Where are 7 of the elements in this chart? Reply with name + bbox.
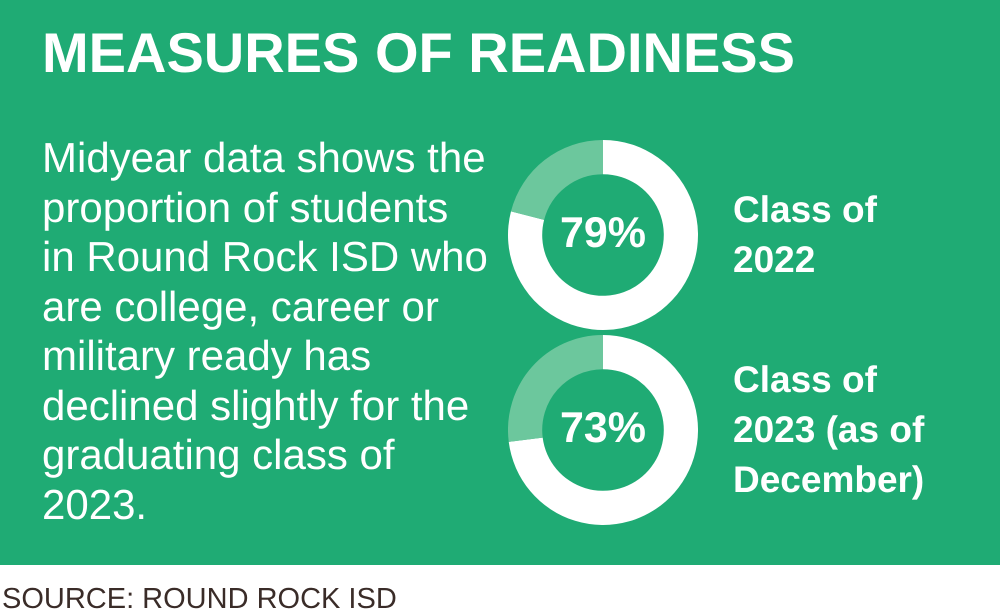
- text: Midyear data shows the proportion of students in Round Rock ISD who are college, career or military ready has declined slightly for the graduating class of 2023.: [42, 133, 488, 529]
- text: MEASURES OF READINESS: [42, 20, 795, 85]
- text: Class of 2022: [733, 188, 878, 282]
- data-label: 73%: [560, 404, 646, 452]
- data-label: 79%: [560, 208, 646, 257]
- text: Class of 2023 (as of December): [733, 358, 926, 502]
- source-note: SOURCE: ROUND ROCK ISD: [2, 583, 397, 615]
